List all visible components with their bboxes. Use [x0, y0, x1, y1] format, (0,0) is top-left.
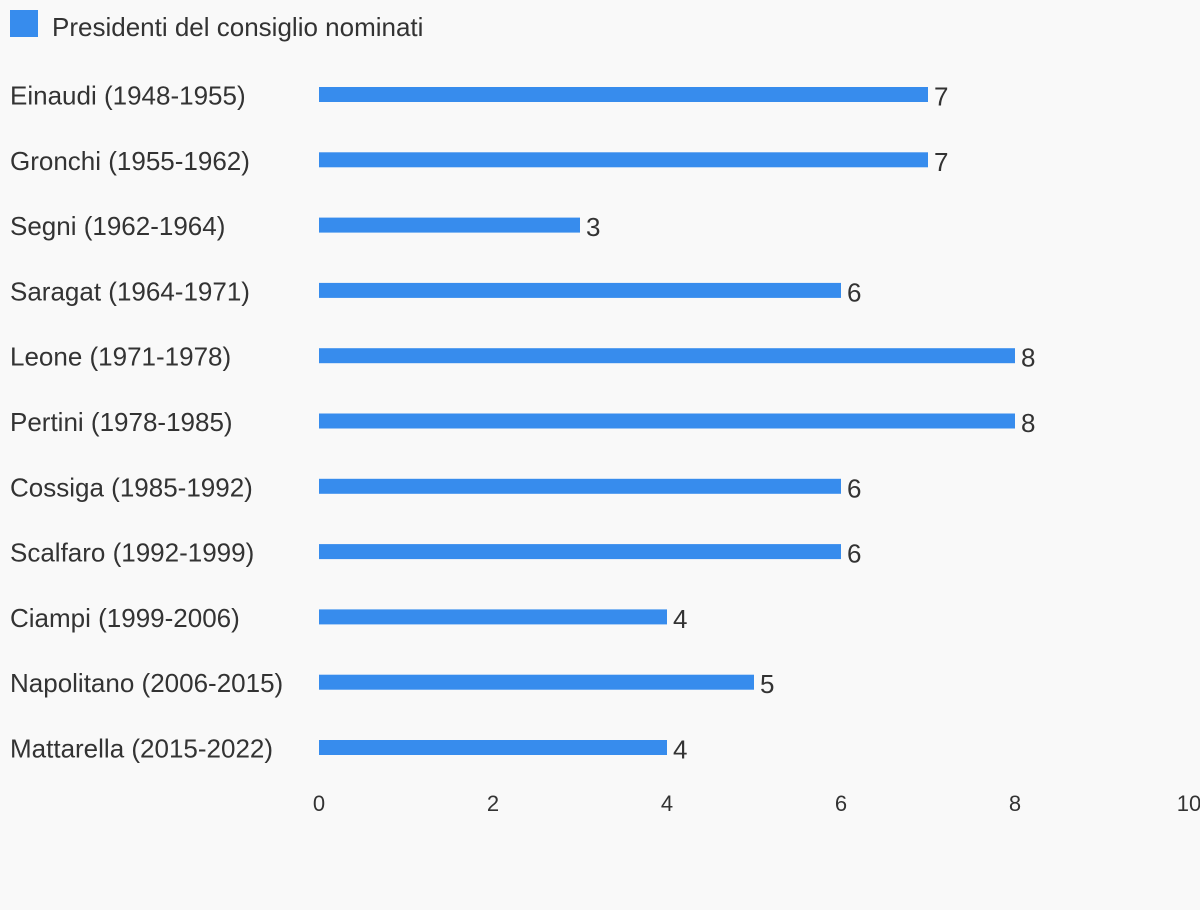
category-label: Cossiga (1985-1992) — [10, 472, 253, 502]
category-label: Scalfaro (1992-1999) — [10, 538, 254, 568]
bar — [319, 282, 841, 298]
category-labels: Einaudi (1948-1955) Gronchi (1955-1962) Se… — [10, 81, 283, 764]
legend-label: Presidenti del consiglio nominati — [52, 12, 423, 42]
x-tick-label: 10 — [1177, 791, 1200, 816]
x-tick-label: 4 — [661, 791, 673, 816]
x-tick-label: 0 — [313, 791, 325, 816]
bar — [319, 348, 1015, 364]
bar — [319, 217, 580, 233]
bar — [319, 478, 841, 494]
value-labels: 7 7 3 6 8 8 6 6 4 5 4 — [586, 82, 1035, 765]
category-label: Mattarella (2015-2022) — [10, 734, 273, 764]
data-label: 8 — [1021, 408, 1035, 438]
bar — [319, 740, 667, 755]
bar — [319, 413, 1015, 429]
bar — [319, 544, 841, 560]
data-label: 6 — [847, 539, 861, 569]
data-label: 6 — [847, 473, 861, 503]
x-tick-label: 6 — [835, 791, 847, 816]
category-label: Napolitano (2006-2015) — [10, 668, 283, 698]
data-label: 5 — [760, 669, 774, 699]
category-label: Segni (1962-1964) — [10, 211, 225, 241]
bar — [319, 674, 754, 690]
data-label: 4 — [673, 604, 687, 634]
category-label: Gronchi (1955-1962) — [10, 146, 250, 176]
data-label: 8 — [1021, 343, 1035, 373]
bar — [319, 609, 667, 625]
category-label: Leone (1971-1978) — [10, 342, 231, 372]
x-tick-label: 8 — [1009, 791, 1021, 816]
category-label: Pertini (1978-1985) — [10, 407, 233, 437]
category-label: Ciampi (1999-2006) — [10, 603, 240, 633]
bars-group — [319, 87, 1015, 755]
bar — [319, 87, 928, 102]
legend-swatch — [10, 10, 38, 37]
data-label: 7 — [934, 82, 948, 112]
category-label: Einaudi (1948-1955) — [10, 81, 246, 111]
data-label: 3 — [586, 212, 600, 242]
data-label: 6 — [847, 277, 861, 307]
x-axis: 0 2 4 6 8 10 — [313, 791, 1200, 816]
x-tick-label: 2 — [487, 791, 499, 816]
bar — [319, 152, 928, 168]
data-label: 7 — [934, 147, 948, 177]
data-label: 4 — [673, 735, 687, 765]
legend: Presidenti del consiglio nominati — [10, 10, 423, 42]
category-label: Saragat (1964-1971) — [10, 276, 250, 306]
